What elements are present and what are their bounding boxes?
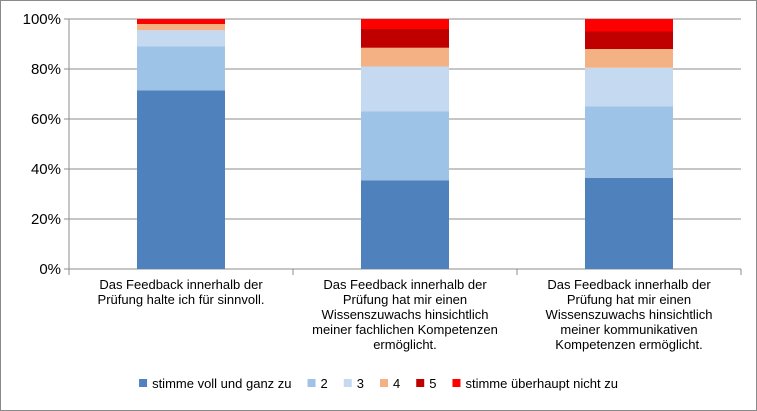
legend-label: 2 [321, 376, 328, 391]
legend-swatch [416, 379, 425, 387]
bar-segment [137, 90, 225, 269]
x-category-label-line: Das Feedback innerhalb der [99, 277, 263, 292]
legend-label: 5 [429, 376, 436, 391]
y-tick-label: 40% [31, 161, 61, 178]
x-category-label-line: ermöglicht. [373, 337, 437, 352]
x-category-label-line: Wissenszuwachs hinsichtlich [546, 307, 713, 322]
bar-segment [137, 24, 225, 31]
bar-segment [585, 19, 673, 32]
legend-swatch [379, 379, 388, 387]
legend-swatch [343, 379, 352, 387]
x-category-label-line: Kompetenzen ermöglicht. [555, 337, 702, 352]
bar-segment [585, 106, 673, 178]
y-tick-label: 60% [31, 111, 61, 128]
x-category-label-line: Das Feedback innerhalb der [547, 277, 711, 292]
x-category-label-line: Prüfung halte ich für sinnvoll. [98, 292, 265, 307]
bar-segment [137, 19, 225, 24]
legend: stimme voll und ganz zu 2 3 4 5 stimme überha… [139, 376, 618, 391]
bar-segment [585, 67, 673, 107]
legend-label: 3 [357, 376, 364, 391]
x-category-label-line: Wissenszuwachs hinsichtlich [322, 307, 489, 322]
legend-label: stimme voll und ganz zu [152, 376, 291, 391]
bar-segment [585, 49, 673, 68]
legend-swatch [307, 379, 316, 387]
legend-label: stimme überhaupt nicht zu [465, 376, 617, 391]
legend-label: 4 [393, 376, 400, 391]
bar-segment [137, 46, 225, 91]
x-category-label-line: Prüfung hat mir einen [567, 292, 691, 307]
y-tick-label: 100% [23, 11, 61, 28]
bar-segment [585, 31, 673, 49]
x-category-label-line: meiner kommunikativen [560, 322, 697, 337]
y-tick-label: 80% [31, 61, 61, 78]
x-category-label: Das Feedback innerhalb der Prüfung hat mi… [312, 277, 498, 352]
y-tick-label: 0% [39, 261, 61, 278]
bar-segment [137, 30, 225, 47]
x-category-label: Das Feedback innerhalb der Prüfung halte … [98, 277, 265, 307]
x-category-label-line: meiner fachlichen Kompetenzen [312, 322, 498, 337]
legend-swatch [139, 379, 148, 387]
bar-segment [361, 47, 449, 67]
x-category-label-line: Prüfung hat mir einen [343, 292, 467, 307]
bar-segment [361, 180, 449, 269]
x-category-label: Das Feedback innerhalb der Prüfung hat mi… [546, 277, 713, 352]
bar-segment [361, 29, 449, 48]
bar-segment [361, 111, 449, 181]
bar-segment [361, 66, 449, 112]
bar-segment [585, 177, 673, 269]
legend-swatch [452, 379, 461, 387]
y-tick-label: 20% [31, 211, 61, 228]
bar-segment [361, 19, 449, 29]
x-category-label-line: Das Feedback innerhalb der [323, 277, 487, 292]
